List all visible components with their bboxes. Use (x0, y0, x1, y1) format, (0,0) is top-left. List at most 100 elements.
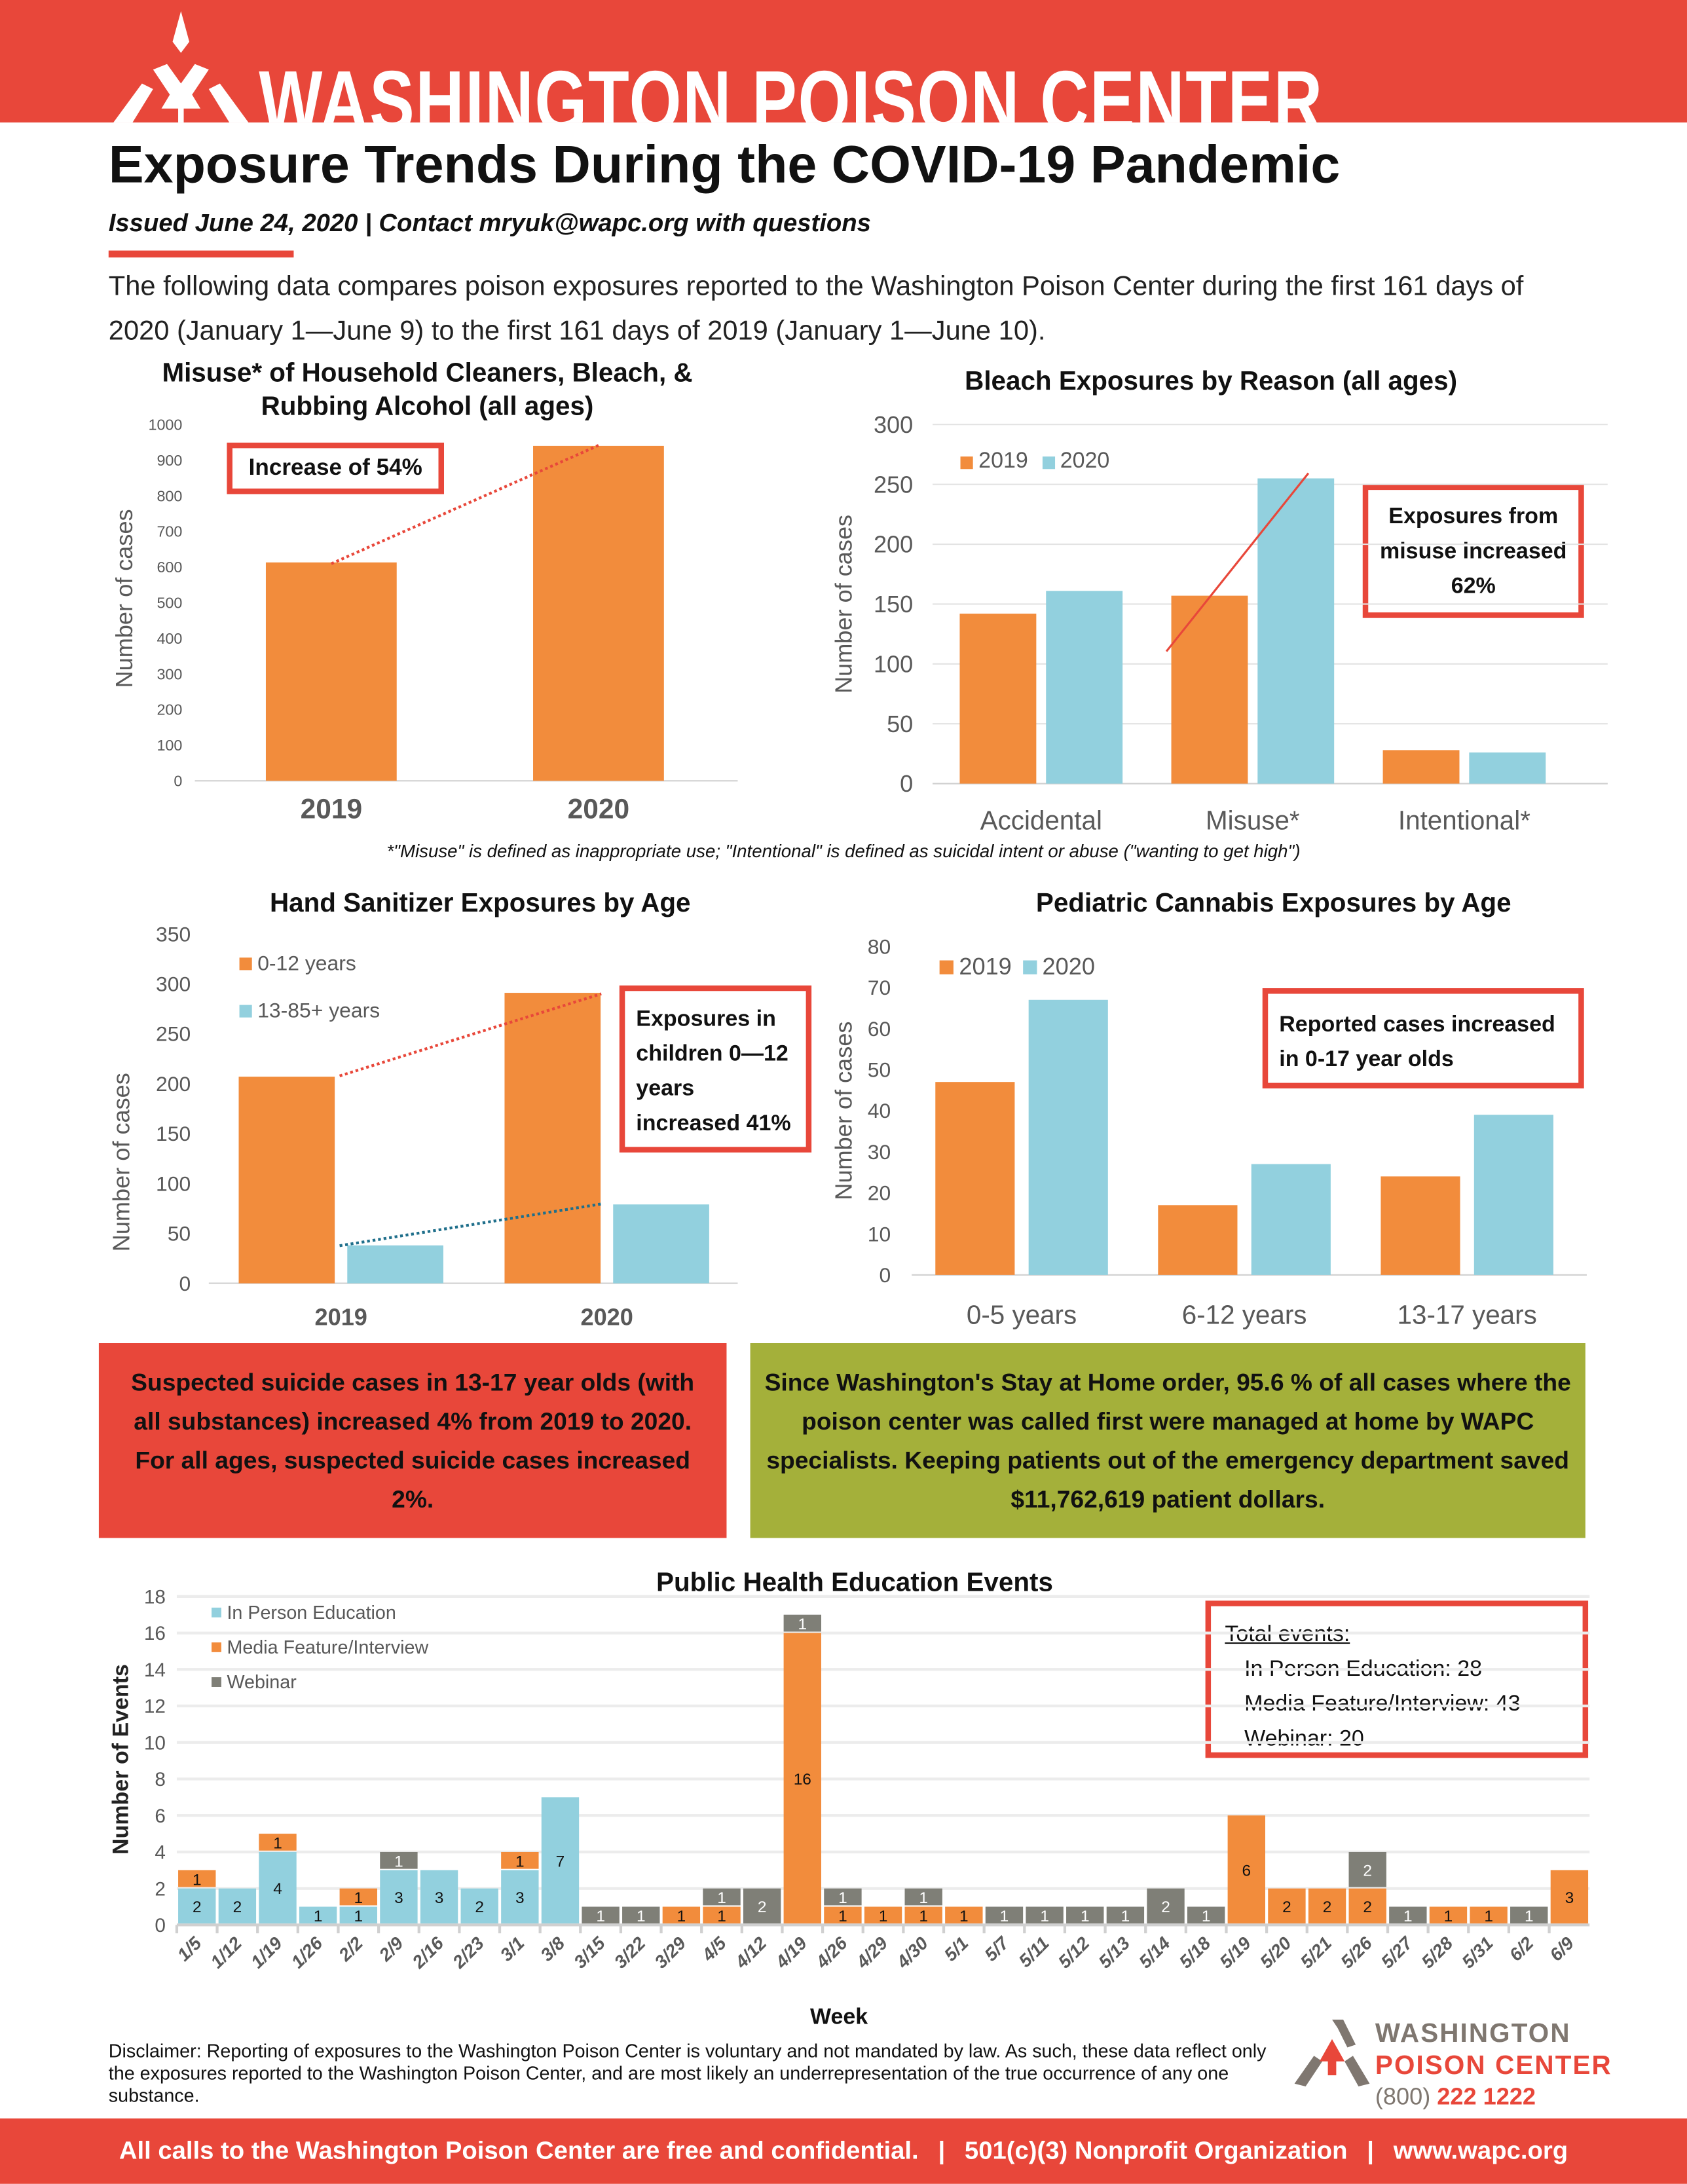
x-tick-label: 2019 (301, 794, 363, 825)
y-tick-label: 300 (156, 972, 191, 996)
data-label: 1 (717, 1908, 726, 1925)
annotation-callout: Exposures in children 0—12 years increas… (619, 985, 812, 1153)
bar (1381, 1176, 1460, 1275)
trend-line (1165, 472, 1310, 652)
x-tick-label: 3/29 (650, 1933, 690, 1972)
legend-swatch (1042, 456, 1055, 469)
legend-swatch (212, 1642, 221, 1652)
footer-website-link[interactable]: www.wapc.org (1393, 2136, 1568, 2164)
trend-line (339, 992, 602, 1077)
x-tick-label: 5/26 (1337, 1933, 1376, 1972)
y-tick-label: 0 (900, 770, 913, 797)
data-label: 2 (1282, 1898, 1291, 1916)
bar-segment (1147, 1888, 1185, 1924)
bar-segment (259, 1834, 297, 1851)
totals-line: Webinar: 20 (1244, 1727, 1364, 1751)
y-tick-label: 100 (157, 737, 182, 754)
x-tick-label: 1/19 (247, 1933, 286, 1972)
y-tick-label: 100 (874, 650, 913, 677)
data-label: 1 (1444, 1908, 1453, 1925)
data-label: 16 (794, 1771, 811, 1788)
x-axis-label: Week (809, 2005, 868, 2029)
data-label: 1 (1000, 1908, 1009, 1925)
logo-line-2: POISON CENTER (1375, 2051, 1612, 2081)
x-tick-label: 3/15 (570, 1933, 609, 1972)
x-tick-label: 13-17 years (1398, 1299, 1537, 1329)
bar-segment (1550, 1870, 1589, 1924)
data-label: 1 (919, 1908, 928, 1925)
legend-item: Media Feature/Interview (212, 1637, 428, 1657)
x-tick-label: Intentional* (1398, 805, 1530, 836)
x-tick-label: 5/21 (1296, 1933, 1335, 1972)
bar (265, 562, 397, 781)
x-tick-label: 3/8 (536, 1933, 569, 1965)
data-label: 3 (1565, 1889, 1574, 1907)
data-label: 2 (475, 1898, 484, 1916)
footer-logo: WASHINGTON POISON CENTER (800) 222 1222 (1294, 2014, 1629, 2114)
chart-legend: 2019 2020 (939, 953, 1095, 982)
bar-segment (945, 1906, 983, 1924)
disclaimer: Disclaimer: Reporting of exposures to th… (108, 2040, 1267, 2106)
data-label: 1 (354, 1908, 363, 1925)
x-tick-label: 5/13 (1094, 1933, 1134, 1972)
y-tick-label: 4 (155, 1842, 166, 1864)
bar (347, 1245, 443, 1284)
bar-segment (824, 1906, 862, 1924)
x-tick-label: 2/9 (375, 1933, 407, 1965)
y-tick-label: 30 (868, 1140, 891, 1164)
poison-center-logo-icon (113, 11, 249, 123)
data-label: 1 (959, 1908, 969, 1925)
y-tick-label: 300 (157, 665, 182, 682)
footer-bar: All calls to the Washington Poison Cente… (0, 2118, 1687, 2184)
bar (613, 1204, 709, 1284)
bar-segment (501, 1870, 539, 1924)
suicide-stat-box: Suspected suicide cases in 13-17 year ol… (98, 1343, 727, 1538)
y-tick-label: 900 (157, 452, 182, 469)
chart-title-cannabis: Pediatric Cannabis Exposures by Age (1035, 889, 1511, 919)
y-tick-label: 200 (874, 531, 913, 558)
bar (238, 1077, 335, 1284)
bar-segment (299, 1906, 337, 1924)
legend-item: 0-12 years (239, 952, 356, 976)
legend-swatch (212, 1677, 221, 1687)
x-tick-label: 5/31 (1458, 1933, 1497, 1972)
y-tick-label: 250 (156, 1022, 191, 1046)
bar-segment (501, 1851, 539, 1869)
x-tick-label: 4/5 (697, 1933, 730, 1965)
legend-item: 13-85+ years (239, 999, 380, 1023)
legend-label: Media Feature/Interview (227, 1637, 429, 1658)
bar-segment (218, 1888, 257, 1924)
x-tick-label: 4/29 (852, 1933, 892, 1972)
y-tick-label: 100 (156, 1172, 191, 1195)
bar-segment (380, 1870, 418, 1924)
data-label: 1 (314, 1908, 323, 1925)
data-label: 1 (1040, 1908, 1049, 1925)
phone-area-code: (800) (1375, 2083, 1431, 2111)
logo-phone: (800) 222 1222 (1375, 2084, 1536, 2112)
bar-segment (985, 1906, 1024, 1924)
annotation-callout: Exposures from misuse increased 62% (1362, 484, 1584, 618)
bar-segment (1066, 1906, 1104, 1924)
footer-nonprofit: 501(c)(3) Nonprofit Organization (964, 2136, 1348, 2164)
chart-title-bleach: Bleach Exposures by Reason (all ages) (965, 367, 1458, 397)
legend-label: 2020 (1042, 953, 1095, 980)
y-tick-label: 6 (155, 1805, 166, 1827)
bar-segment (783, 1614, 821, 1632)
legend-swatch (239, 1005, 252, 1018)
y-tick-label: 10 (868, 1222, 891, 1246)
bar (1046, 591, 1123, 784)
bar (959, 614, 1037, 784)
bar-segment (460, 1888, 498, 1924)
bar-segment (824, 1888, 862, 1906)
header-band: WASHINGTON POISON CENTER (0, 0, 1687, 123)
legend-label: Webinar (227, 1671, 297, 1693)
bar-segment (904, 1888, 942, 1906)
data-label: 1 (1202, 1908, 1211, 1925)
bar (1028, 999, 1108, 1275)
bar (1469, 752, 1546, 784)
data-label: 1 (394, 1853, 403, 1870)
y-tick-label: 10 (144, 1732, 166, 1754)
data-label: 1 (1081, 1908, 1090, 1925)
bar-segment (1106, 1906, 1145, 1924)
